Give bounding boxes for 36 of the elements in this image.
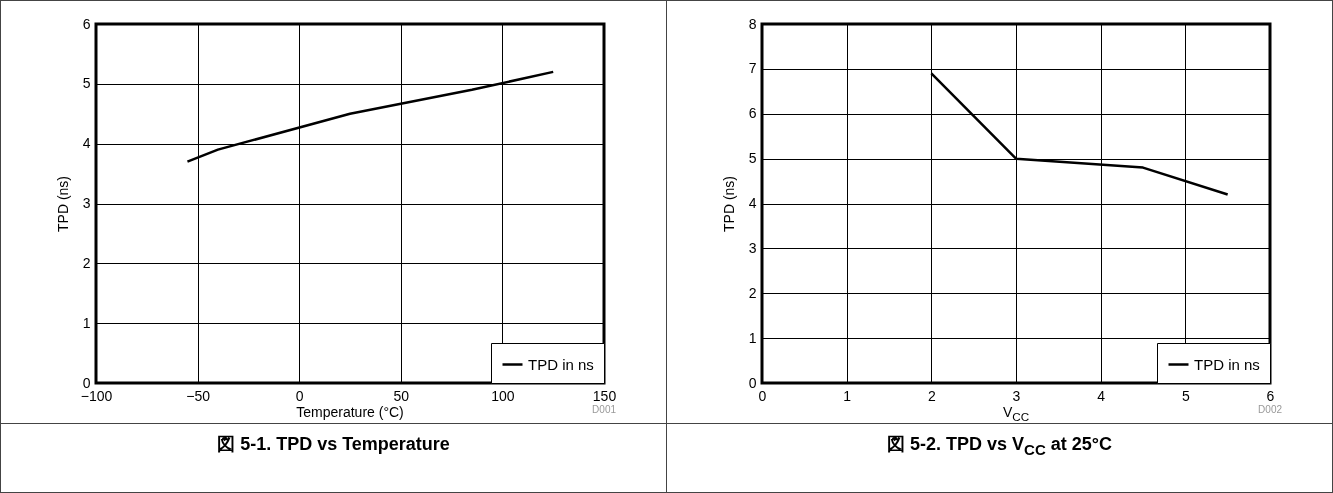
x-tick-label: 100 <box>491 387 515 404</box>
y-tick-label: 4 <box>82 135 91 152</box>
x-tick-label: 50 <box>393 387 410 404</box>
y-tick-label: 1 <box>82 314 91 331</box>
x-axis-title: V$_{CC}$ <box>1002 404 1030 423</box>
x-tick-label: 150 <box>592 387 617 404</box>
y-tick-label: 5 <box>82 75 91 92</box>
text: 図 5-1. TPD vs Temperature <box>1 423 666 493</box>
x-tick-label: 2 <box>927 387 936 404</box>
y-tick-label: 7 <box>748 60 757 77</box>
x-tick-label: 3 <box>1012 387 1021 404</box>
y-tick-label: 5 <box>748 150 757 167</box>
y-axis-title: TPD (ns) <box>54 176 71 232</box>
x-tick-label: 0 <box>295 387 304 404</box>
y-tick-label: 6 <box>82 15 91 32</box>
y-tick-label: 3 <box>82 195 91 211</box>
x-tick-label: 1 <box>843 387 852 404</box>
y-tick-label: 8 <box>748 15 757 32</box>
text: D002 <box>1258 404 1282 415</box>
legend-label: TPD in ns <box>1194 355 1260 373</box>
x-tick-label: 6 <box>1266 387 1275 404</box>
y-tick-label: 4 <box>748 195 757 211</box>
y-tick-label: 2 <box>748 284 757 301</box>
y-tick-label: 1 <box>748 329 757 346</box>
x-tick-label: 5 <box>1181 387 1190 404</box>
y-tick-label: 0 <box>748 374 757 391</box>
y-tick-label: 6 <box>748 105 757 122</box>
x-tick-label: 4 <box>1097 387 1106 404</box>
text: 図 5-2. TPD vs V$_{CC}$ at 25°C <box>667 423 1332 493</box>
text: D001 <box>592 404 616 415</box>
y-tick-label: 3 <box>748 239 757 256</box>
legend-label: TPD in ns <box>528 355 594 373</box>
y-tick-label: 2 <box>82 254 91 271</box>
x-axis-title: Temperature (°C) <box>296 404 404 420</box>
x-tick-label: −50 <box>186 387 211 404</box>
y-axis-title: TPD (ns) <box>720 176 737 232</box>
